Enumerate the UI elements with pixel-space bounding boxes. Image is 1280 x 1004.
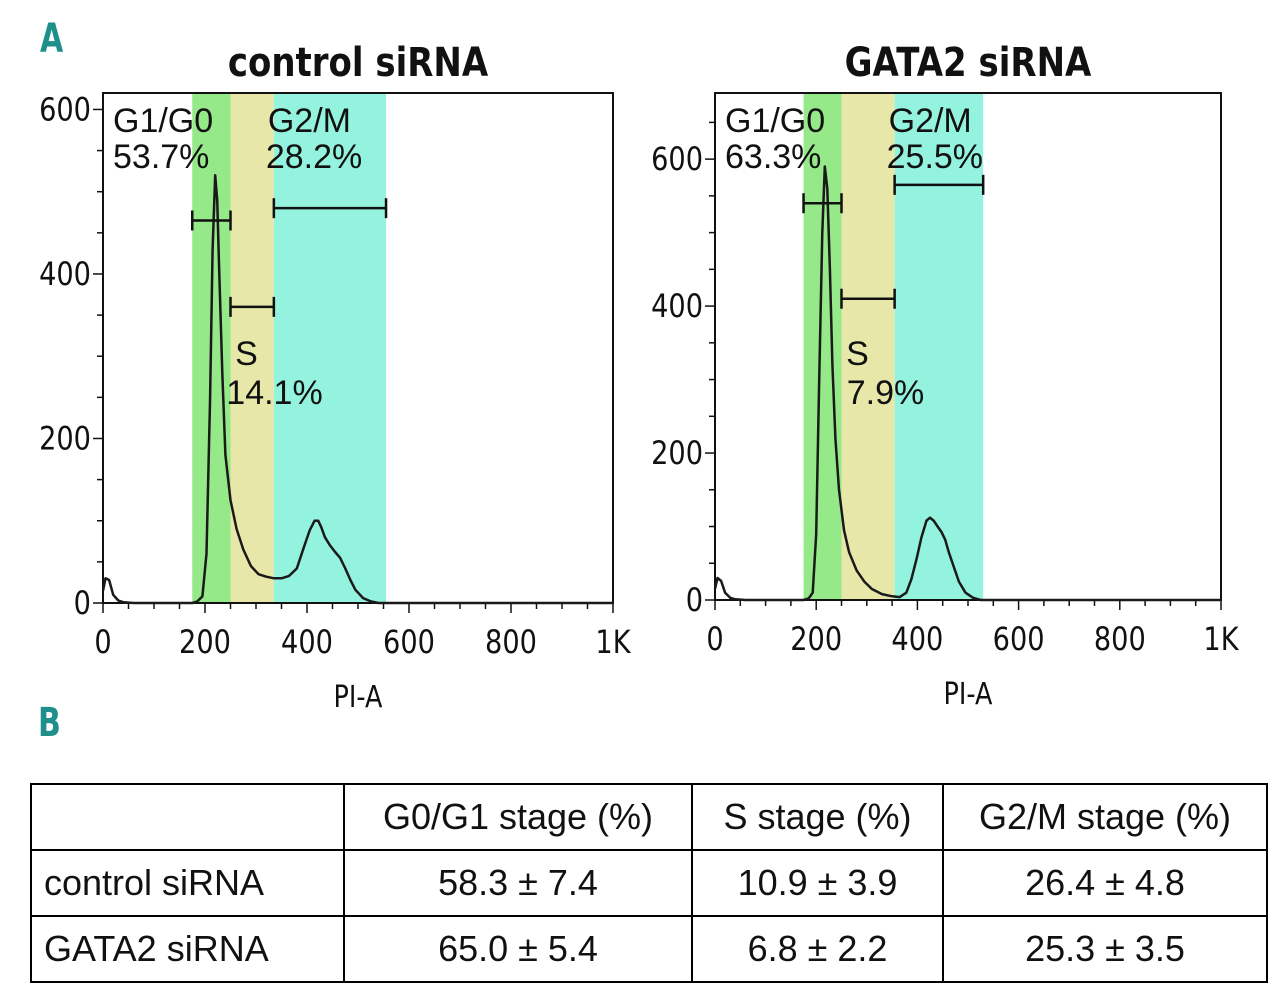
table-header-g2m: G2/M stage (%): [942, 783, 1268, 851]
g2m-gate-name: G2/M: [889, 102, 972, 140]
g0g1-value: 65.0 ± 5.4: [343, 915, 693, 983]
y-tick-label: 200: [39, 420, 91, 458]
x-tick-label: 1K: [595, 624, 632, 662]
g2m-gate-percent: 25.5%: [887, 138, 983, 176]
table-row: GATA2 siRNA 65.0 ± 5.4 6.8 ± 2.2 25.3 ± …: [30, 915, 1268, 983]
chart-title: GATA2 siRNA: [845, 39, 1092, 85]
table-header-s: S stage (%): [691, 783, 944, 851]
x-tick-label: 800: [485, 624, 537, 662]
s-gate-name: S: [846, 335, 869, 373]
s-gate-band: [230, 94, 274, 602]
y-tick-label: 200: [651, 435, 703, 473]
x-tick-label: 200: [179, 624, 231, 662]
g1-gate-name: G1/G0: [725, 102, 825, 140]
s-value: 6.8 ± 2.2: [691, 915, 944, 983]
x-tick-label: 600: [383, 624, 435, 662]
x-axis-label: PI-A: [944, 676, 993, 712]
x-axis-label: PI-A: [334, 679, 383, 715]
y-tick-label: 600: [39, 91, 91, 129]
histogram-curve: [713, 165, 1221, 602]
x-tick-label: 800: [1094, 621, 1146, 659]
y-tick-label: 600: [651, 141, 703, 179]
panel-label-a: A: [40, 16, 64, 62]
y-tick-label: 400: [651, 288, 703, 326]
x-tick-label: 400: [891, 621, 943, 659]
g2m-value: 25.3 ± 3.5: [942, 915, 1268, 983]
chart-title: control siRNA: [228, 39, 489, 85]
g2m-gate-band: [273, 94, 387, 602]
table-header-empty: [30, 783, 345, 851]
g2m-gate-band: [894, 94, 984, 599]
s-value: 10.9 ± 3.9: [691, 849, 944, 917]
g1-gate-percent: 53.7%: [113, 138, 209, 176]
y-tick-label: 0: [74, 585, 91, 623]
y-tick-label: 400: [39, 256, 91, 294]
g2m-gate-name: G2/M: [268, 102, 351, 140]
g2m-gate-percent: 28.2%: [266, 138, 362, 176]
x-tick-label: 0: [706, 621, 723, 659]
panel-label-b: B: [38, 700, 61, 746]
g1-gate-name: G1/G0: [113, 102, 213, 140]
s-gate-percent: 14.1%: [226, 374, 322, 412]
g2m-value: 26.4 ± 4.8: [942, 849, 1268, 917]
cell-cycle-stats-table: G0/G1 stage (%) S stage (%) G2/M stage (…: [30, 783, 1268, 983]
x-tick-label: 200: [790, 621, 842, 659]
x-tick-label: 600: [993, 621, 1045, 659]
y-tick-label: 0: [686, 582, 703, 620]
g0g1-value: 58.3 ± 7.4: [343, 849, 693, 917]
x-tick-label: 400: [281, 624, 333, 662]
g1-gate-band: [803, 94, 842, 599]
table-row: control siRNA 58.3 ± 7.4 10.9 ± 3.9 26.4…: [30, 849, 1268, 917]
x-tick-label: 1K: [1203, 621, 1240, 659]
table-header-row: G0/G1 stage (%) S stage (%) G2/M stage (…: [30, 783, 1268, 851]
s-gate-percent: 7.9%: [847, 374, 925, 412]
s-gate-name: S: [235, 335, 258, 373]
table-header-g0g1: G0/G1 stage (%): [343, 783, 693, 851]
s-gate-band: [841, 94, 895, 599]
row-label: GATA2 siRNA: [30, 915, 345, 983]
g1-gate-percent: 63.3%: [725, 138, 821, 176]
x-tick-label: 0: [94, 624, 111, 662]
histogram-curve: [101, 174, 613, 605]
row-label: control siRNA: [30, 849, 345, 917]
